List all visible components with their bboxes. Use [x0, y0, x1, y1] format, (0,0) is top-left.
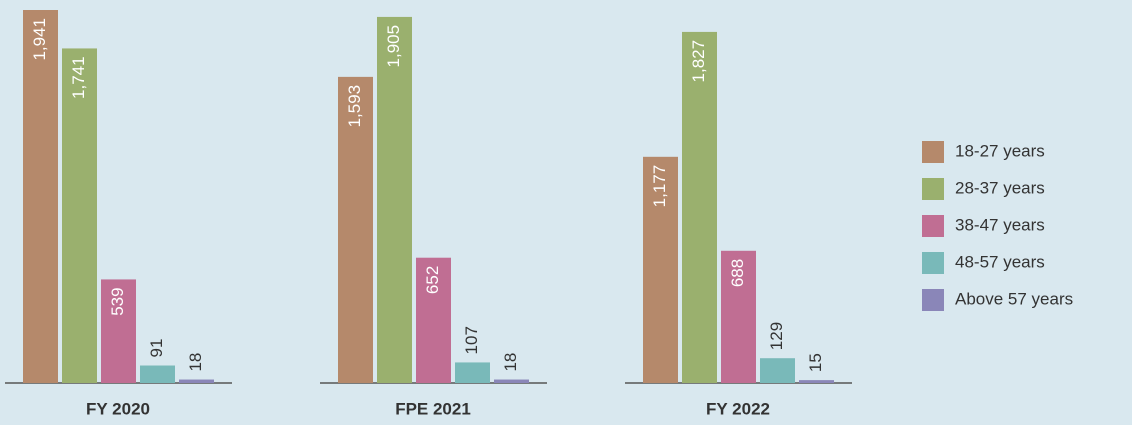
legend-swatch [922, 289, 944, 311]
data-label: 107 [462, 326, 481, 354]
legend-label: 28-37 years [955, 178, 1045, 197]
bar [643, 156, 678, 383]
data-label: 18 [501, 353, 520, 372]
data-label: 1,905 [384, 25, 403, 68]
legend-swatch [922, 252, 944, 274]
data-label: 1,827 [689, 40, 708, 83]
legend-label: 38-47 years [955, 215, 1045, 234]
data-label: 1,593 [345, 85, 364, 128]
bar [101, 279, 136, 383]
bar [338, 76, 373, 383]
legend-label: 18-27 years [955, 141, 1045, 160]
data-label: 18 [186, 353, 205, 372]
category-label: FY 2022 [706, 399, 770, 418]
data-label: 1,177 [650, 165, 669, 208]
bar [416, 257, 451, 383]
legend-swatch [922, 141, 944, 163]
legend-swatch [922, 215, 944, 237]
data-label: 688 [728, 259, 747, 287]
bar [23, 10, 58, 383]
bar [760, 358, 795, 383]
data-label: 539 [108, 287, 127, 315]
data-label: 1,941 [30, 18, 49, 61]
bar [494, 379, 529, 383]
bar [799, 380, 834, 383]
data-label: 652 [423, 266, 442, 294]
category-label: FY 2020 [86, 399, 150, 418]
bar [377, 16, 412, 383]
data-label: 1,741 [69, 56, 88, 99]
category-label: FPE 2021 [395, 399, 471, 418]
bar [62, 48, 97, 383]
data-label: 15 [806, 353, 825, 372]
data-label: 91 [147, 339, 166, 358]
bar [179, 379, 214, 383]
bar [140, 365, 175, 383]
legend-label: Above 57 years [955, 289, 1073, 308]
data-label: 129 [767, 322, 786, 350]
bar [682, 31, 717, 384]
legend-label: 48-57 years [955, 252, 1045, 271]
bar [721, 250, 756, 383]
bar [455, 362, 490, 383]
legend-swatch [922, 178, 944, 200]
